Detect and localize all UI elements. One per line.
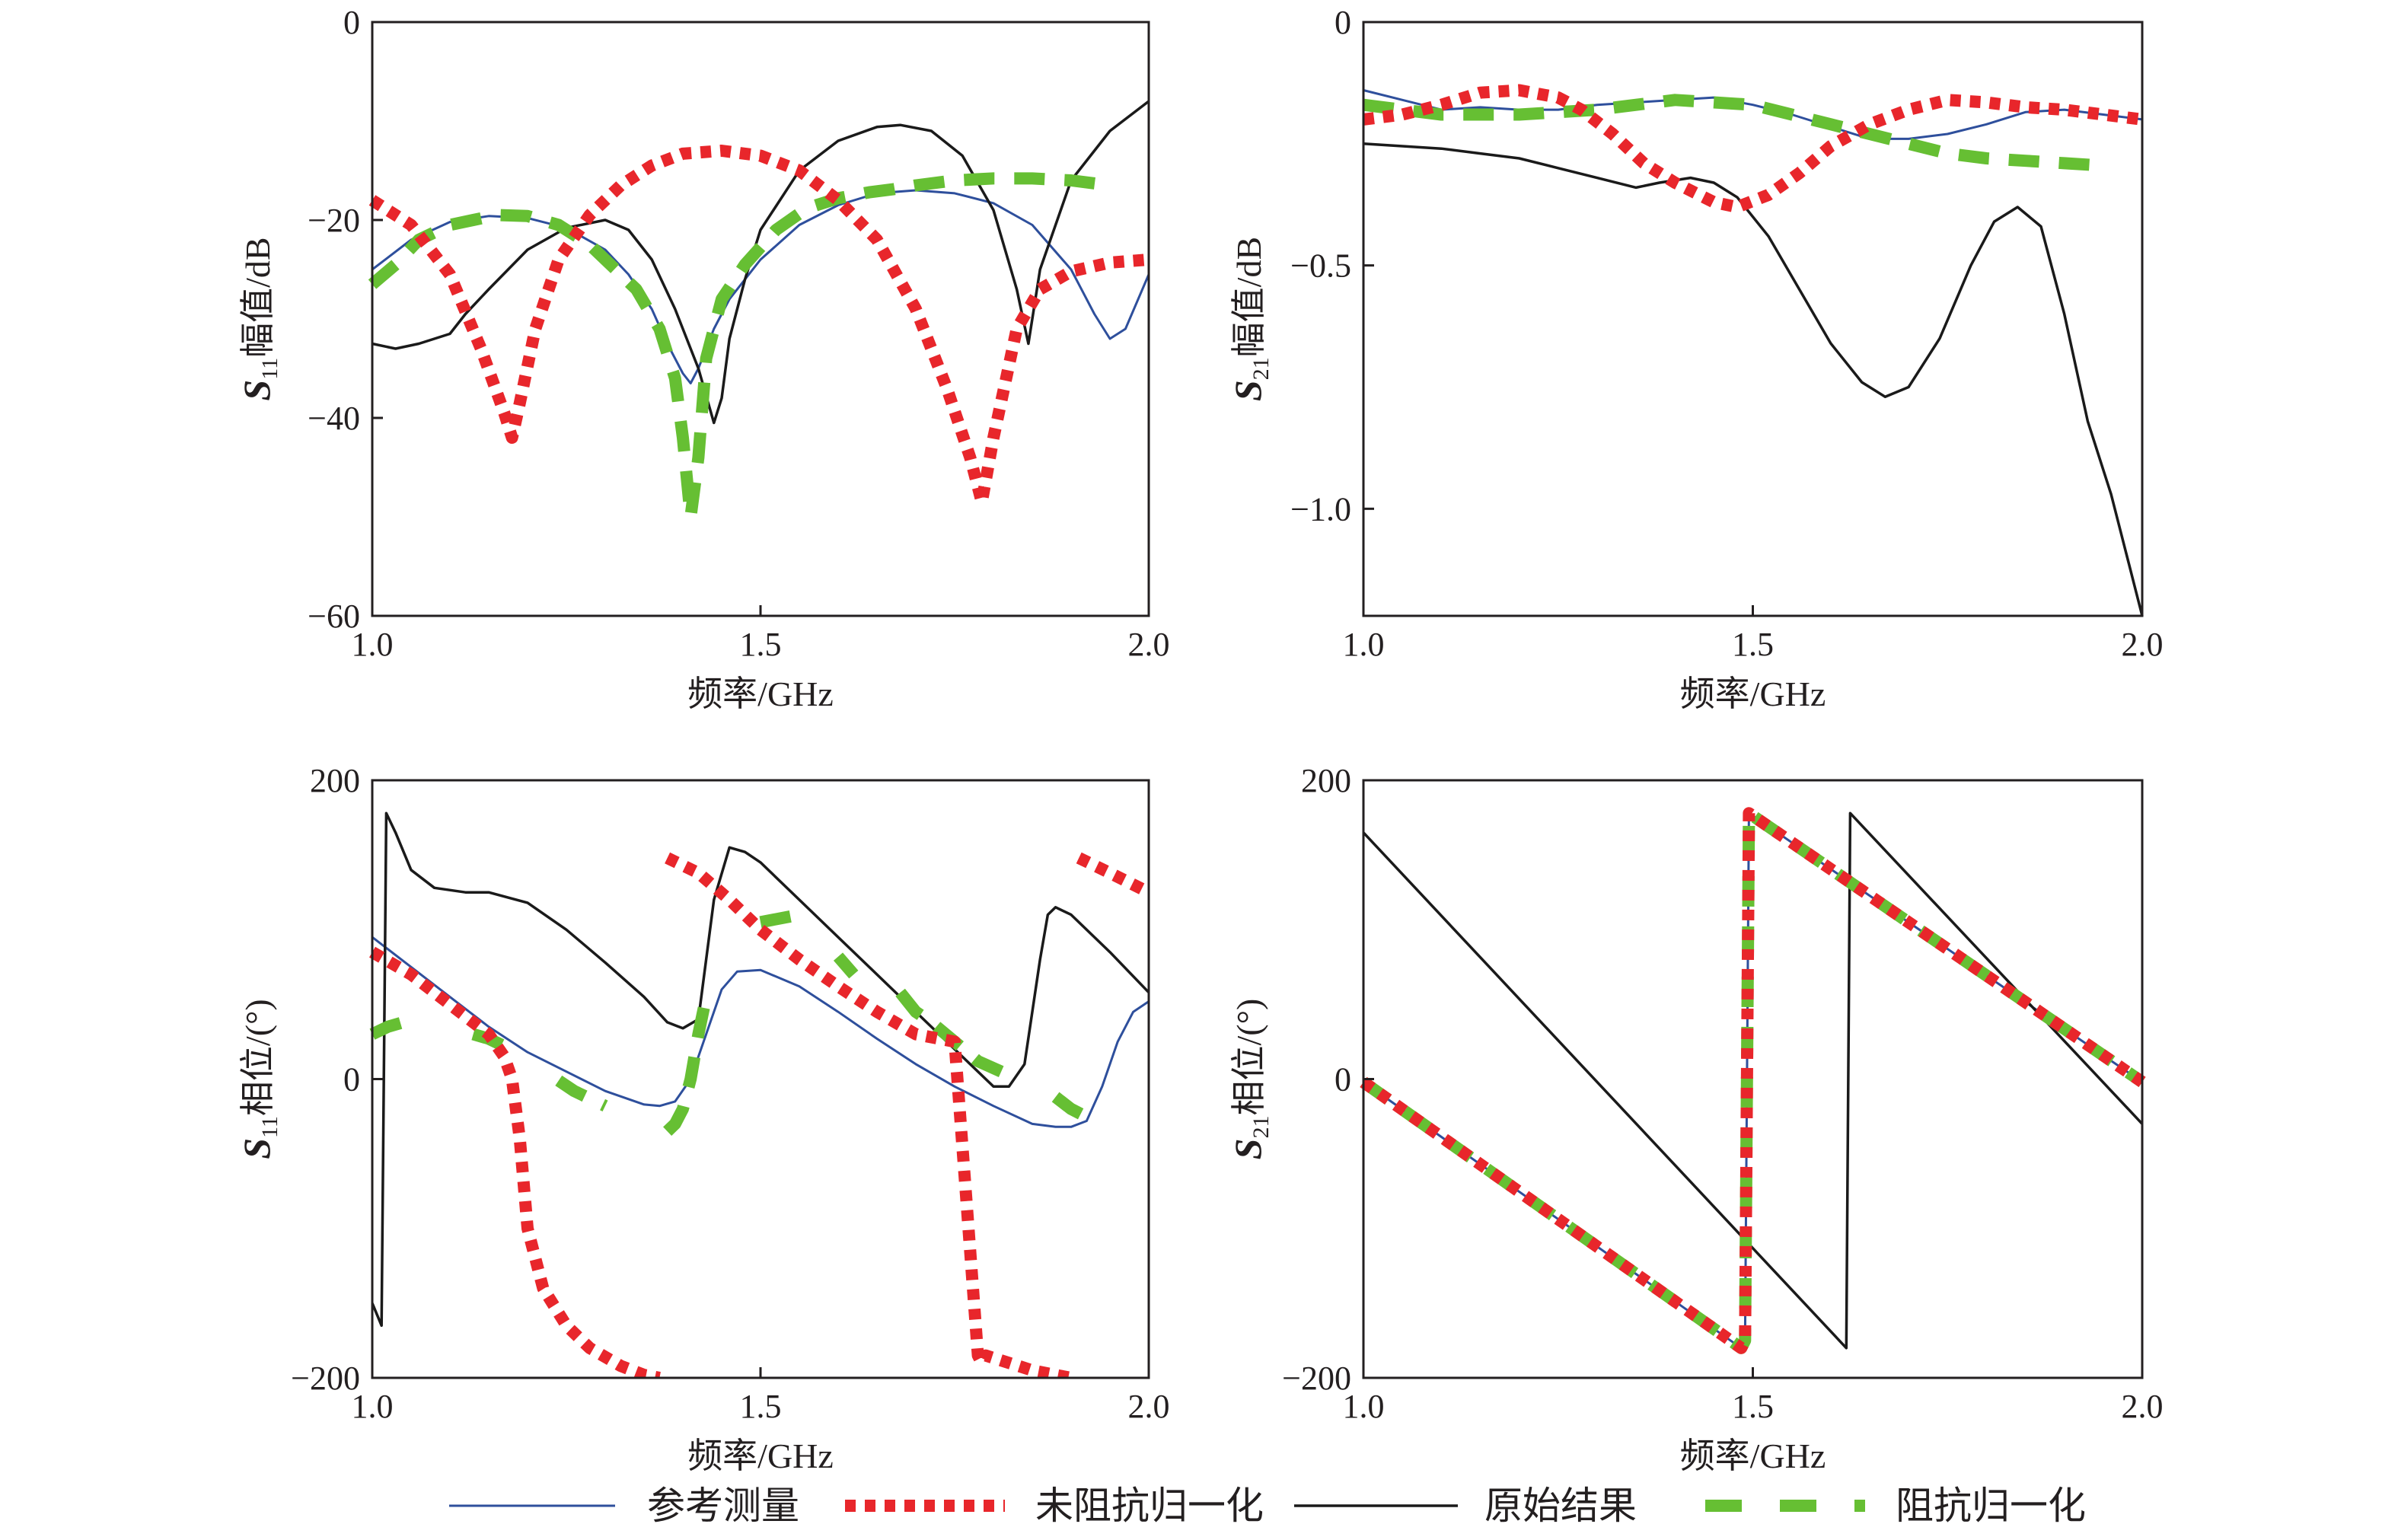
- y-tick-label: −0.5: [1290, 247, 1351, 285]
- y-axis-title: S11相位/(°): [235, 999, 282, 1159]
- panel-s21-magnitude: 1.0 1.5 2.0 0 −0.5 −1.0 频率/GHz S21幅值/dB: [1226, 4, 2164, 713]
- series-line-raw: [1362, 811, 2144, 1350]
- y-axis-title: S11幅值/dB: [235, 237, 282, 400]
- legend-item-normalized: 阻抗归一化: [1705, 1484, 2086, 1527]
- x-tick-label: 1.0: [1343, 626, 1385, 663]
- y-axis-title: S21相位/(°): [1226, 999, 1274, 1160]
- x-tick-label: 1.0: [352, 1388, 394, 1425]
- legend-label: 原始结果: [1484, 1484, 1637, 1527]
- y-axis-title: S21幅值/dB: [1226, 237, 1274, 401]
- series-group: [1363, 84, 2144, 616]
- x-tick-label: 2.0: [2122, 1388, 2164, 1425]
- series-line-unnormalized: [1363, 84, 2143, 213]
- x-tick-label: 1.5: [1732, 1388, 1774, 1425]
- legend-label: 未阻抗归一化: [1035, 1484, 1264, 1527]
- x-tick-label: 1.0: [352, 626, 394, 663]
- series-line-reference: [1363, 89, 2143, 140]
- series-line-reference: [371, 189, 1150, 384]
- x-axis-title: 频率/GHz: [687, 1436, 834, 1475]
- series-line-normalized: [1363, 94, 2104, 172]
- x-tick-label: 1.5: [1732, 626, 1774, 663]
- series-group: [368, 100, 1150, 523]
- series-line-raw: [371, 100, 1150, 425]
- legend-item-unnormalized: 未阻抗归一化: [845, 1484, 1264, 1527]
- series-line-raw: [1363, 142, 2144, 616]
- legend-label: 参考测量: [647, 1484, 799, 1527]
- legend-item-reference: 参考测量: [449, 1484, 799, 1527]
- legend-item-raw: 原始结果: [1294, 1484, 1637, 1527]
- x-tick-label: 1.5: [740, 626, 782, 663]
- y-tick-label: 0: [1335, 4, 1351, 41]
- x-tick-label: 2.0: [1128, 626, 1170, 663]
- legend-label: 阻抗归一化: [1896, 1484, 2086, 1527]
- panel-s21-phase: 1.0 1.5 2.0 200 0 −200 频率/GHz S21相位/(°): [1226, 762, 2164, 1475]
- y-tick-label: 0: [343, 1061, 360, 1098]
- series-group: [369, 811, 1152, 1378]
- panel-s11-phase: 1.0 1.5 2.0 200 0 −200 频率/GHz S11相位/(°): [235, 762, 1170, 1475]
- y-tick-label: 0: [1335, 1061, 1351, 1098]
- x-tick-label: 1.5: [740, 1388, 782, 1425]
- y-tick-label: −1.0: [1290, 490, 1351, 528]
- legend: 参考测量 未阻抗归一化 原始结果 阻抗归一化: [449, 1484, 2086, 1527]
- x-axis-title: 频率/GHz: [687, 674, 834, 713]
- y-tick-label: 0: [343, 4, 360, 41]
- series-line-unnormalized: [369, 852, 1152, 1378]
- x-tick-label: 2.0: [1128, 1388, 1170, 1425]
- series-line-reference: [371, 936, 1150, 1128]
- x-axis-title: 频率/GHz: [1680, 1436, 1826, 1475]
- series-line-raw: [371, 811, 1150, 1328]
- panel-s11-magnitude: 1.0 1.5 2.0 0 −20 −40 −60 频率/GHz S11幅值/dB: [235, 4, 1170, 713]
- series-line-unnormalized: [1360, 807, 2146, 1354]
- series-line-normalized: [369, 908, 1098, 1136]
- series-line-normalized: [368, 172, 1111, 523]
- y-tick-label: −20: [308, 202, 360, 239]
- series-group: [1360, 807, 2146, 1354]
- series-line-unnormalized: [368, 145, 1150, 509]
- y-tick-label: −40: [308, 400, 360, 437]
- x-tick-label: 1.0: [1343, 1388, 1385, 1425]
- x-tick-label: 2.0: [2122, 626, 2164, 663]
- y-tick-label: −60: [308, 598, 360, 635]
- y-tick-label: 200: [310, 762, 360, 799]
- y-tick-label: −200: [291, 1360, 360, 1397]
- y-tick-label: −200: [1282, 1360, 1351, 1397]
- x-axis-title: 频率/GHz: [1680, 674, 1826, 713]
- y-tick-label: 200: [1301, 762, 1351, 799]
- plot-frame: [371, 779, 1150, 1379]
